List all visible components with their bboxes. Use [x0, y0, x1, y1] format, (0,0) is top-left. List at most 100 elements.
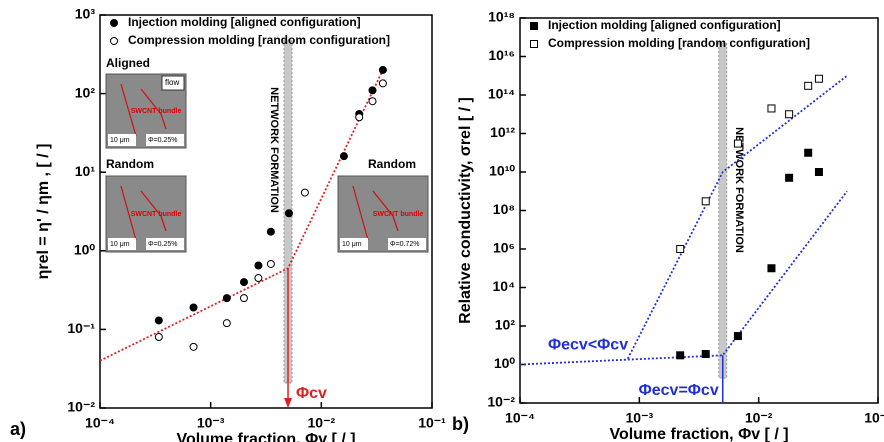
fraction-box: [388, 238, 426, 250]
fit-line: [519, 190, 848, 366]
y-tick-label: 10⁴: [493, 278, 516, 294]
x-tick-label: 10⁻³: [197, 415, 225, 431]
x-tick-label: 10⁻⁴: [505, 410, 535, 426]
y-tick-label: 10⁶: [493, 240, 515, 256]
inset-flow: flow: [165, 78, 179, 87]
x-tick-label: 10⁻¹: [864, 410, 884, 426]
panel-label: a): [10, 419, 26, 439]
point: [222, 294, 231, 303]
y-tick-label: 10³: [75, 6, 96, 22]
point: [767, 104, 776, 113]
point: [676, 245, 685, 253]
point: [378, 79, 387, 88]
legend-label: Compression molding [random configuratio…: [548, 36, 810, 50]
y-tick-label: 10¹⁰: [489, 163, 515, 179]
point: [785, 173, 794, 182]
point: [254, 274, 263, 283]
point: [814, 74, 823, 83]
y-tick-label: 10⁰: [494, 355, 516, 371]
y-tick-label: 10⁰: [74, 242, 96, 258]
y-tick-label: 10⁸: [493, 201, 515, 217]
inset-bundle: SWCNT bundle: [131, 108, 182, 115]
point: [339, 152, 348, 161]
y-tick-label: 10²: [75, 84, 96, 100]
point: [767, 264, 776, 273]
point: [189, 342, 198, 351]
plot-frame: [99, 14, 433, 409]
point: [785, 110, 794, 119]
legend-marker: [530, 22, 538, 30]
legend-marker: [530, 40, 538, 48]
inset-fraction: Φ=0.72%: [390, 241, 420, 248]
network-label: NETWORK FORMATION: [733, 127, 745, 253]
y-tick-label: 10²: [495, 317, 516, 333]
arrow-head: [284, 398, 293, 408]
y-tick-label: 10¹⁶: [488, 47, 515, 63]
point: [378, 65, 387, 74]
point: [300, 188, 309, 197]
point: [239, 278, 248, 287]
point: [154, 333, 163, 342]
inset-scale: 10 μm: [110, 241, 130, 248]
point: [733, 332, 742, 341]
point: [368, 86, 377, 95]
inset-bundle: SWCNT bundle: [131, 211, 182, 218]
fit-line: [99, 69, 384, 362]
network-label: NETWORK FORMATION: [268, 87, 280, 213]
point: [701, 197, 710, 206]
point: [189, 303, 198, 312]
inset-scale: 10 μm: [342, 241, 362, 248]
inset-title: Random: [106, 157, 154, 171]
x-tick-label: 10⁻⁴: [85, 415, 115, 431]
legend-marker: [110, 19, 118, 27]
point: [266, 227, 275, 236]
point: [284, 209, 293, 218]
fraction-box: [146, 134, 184, 146]
inset-fibers: [120, 185, 167, 241]
inset-title: Random: [368, 157, 416, 171]
x-axis-title: Volume fraction, Φv [ / ]: [176, 431, 355, 442]
panel-label: b): [452, 414, 469, 434]
inset-bundle: SWCNT bundle: [373, 211, 424, 218]
inset-fraction: Φ=0.25%: [148, 137, 178, 144]
equal-label: Φecv=Φcv: [639, 382, 719, 399]
point: [804, 148, 813, 157]
point: [266, 259, 275, 268]
y-tick-label: 10¹⁸: [488, 9, 515, 25]
inset-scale: 10 μm: [110, 137, 130, 144]
inset-fibers: [352, 185, 399, 241]
y-tick-label: 10⁻²: [487, 394, 515, 410]
x-tick-label: 10⁻¹: [418, 415, 446, 431]
y-axis-title: ηrel = η' / ηm , [ / ]: [35, 144, 52, 280]
y-tick-label: 10¹: [75, 163, 96, 179]
inset-fraction: Φ=0.25%: [148, 241, 178, 248]
threshold-label: Φcv: [296, 385, 327, 402]
point: [222, 319, 231, 328]
fit-line: [626, 75, 848, 360]
point: [154, 316, 163, 325]
y-tick-label: 10¹²: [490, 124, 515, 140]
fraction-box: [146, 238, 184, 250]
legend-label: Compression molding [random configuratio…: [128, 33, 390, 47]
inset-fibers: [120, 83, 167, 137]
point: [804, 81, 813, 90]
y-tick-label: 10⁻¹: [67, 320, 95, 336]
network-strip: [718, 42, 728, 379]
point: [368, 97, 377, 106]
point: [676, 351, 685, 360]
flow-box: [161, 75, 185, 91]
y-axis-title: Relative conductivity, σrel [ / ]: [457, 97, 474, 324]
x-tick-label: 10⁻²: [745, 410, 773, 426]
legend-marker: [110, 37, 118, 45]
point: [254, 261, 263, 270]
x-tick-label: 10⁻²: [308, 415, 336, 431]
y-tick-label: 10⁻²: [67, 399, 95, 415]
point: [701, 350, 710, 359]
below-label: Φecv<Φcv: [548, 336, 628, 353]
point: [239, 294, 248, 303]
inset-title: Aligned: [106, 56, 150, 70]
x-tick-label: 10⁻³: [626, 410, 654, 426]
point: [733, 139, 742, 148]
point: [814, 168, 823, 176]
